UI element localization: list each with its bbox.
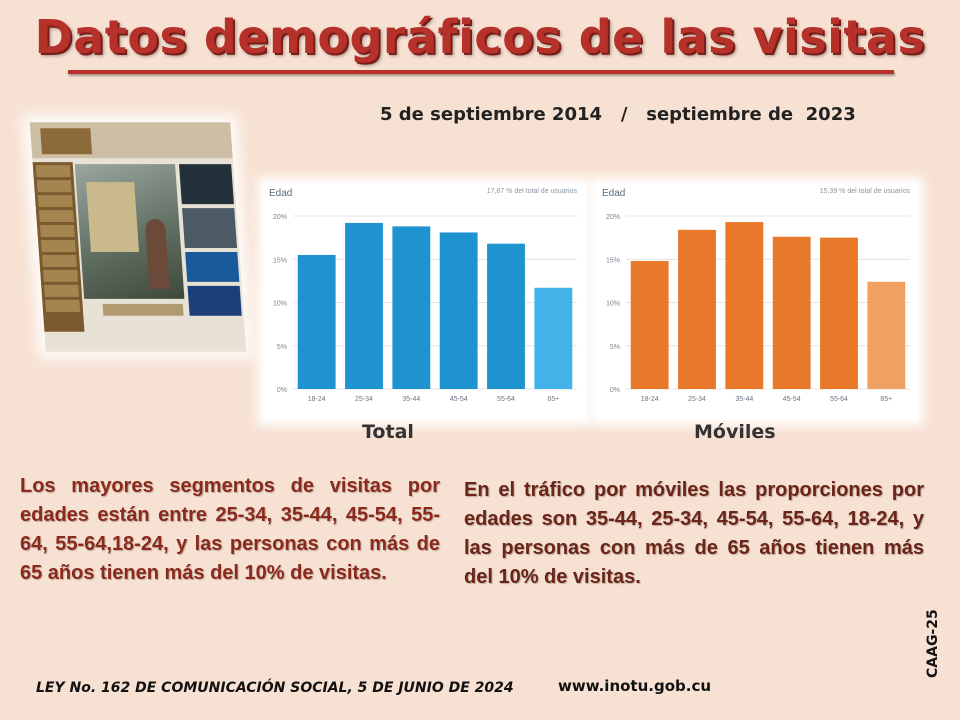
website-screenshot-thumbnail xyxy=(29,122,247,352)
chart-note: 15,39 % del total de usuarios xyxy=(820,188,911,195)
chart-moviles-caption: Móviles xyxy=(694,421,776,443)
y-tick-label: 15% xyxy=(606,257,620,264)
x-tick-label: 25-34 xyxy=(688,396,706,403)
left-paragraph: Los mayores segmentos de visitas por eda… xyxy=(20,475,440,584)
chart-moviles-svg: Edad 15,39 % del total de usuarios 0% 5% 10%… xyxy=(602,188,911,403)
chart-total-caption: Total xyxy=(362,421,414,443)
x-tick-label: 25-34 xyxy=(355,396,373,403)
bar-18-24 xyxy=(630,260,669,389)
page-title: Datos demográficos de las visitas xyxy=(34,10,926,64)
thumbnail-caption xyxy=(102,303,184,316)
x-tick-label: 45-54 xyxy=(450,396,468,403)
title-underline xyxy=(68,70,894,74)
bar-35-44 xyxy=(725,222,764,389)
chart-note: 17,87 % del total de usuarios xyxy=(487,188,578,195)
x-tick-label: 55-64 xyxy=(497,396,515,403)
y-tick-label: 0% xyxy=(277,387,287,394)
x-tick-label: 45-54 xyxy=(783,396,801,403)
date-range: 5 de septiembre 2014 / septiembre de 202… xyxy=(380,104,856,125)
right-paragraph: En el tráfico por móviles las proporcion… xyxy=(464,479,924,588)
chart-title: Edad xyxy=(602,188,625,199)
y-tick-label: 0% xyxy=(610,387,620,394)
footer-law: LEY No. 162 DE COMUNICACIÓN SOCIAL, 5 DE… xyxy=(36,680,514,696)
x-tick-label: 65+ xyxy=(547,396,559,403)
y-tick-label: 20% xyxy=(606,214,620,221)
x-tick-label: 65+ xyxy=(880,396,892,403)
chart-moviles: Edad 15,39 % del total de usuarios 0% 5% 10%… xyxy=(596,183,918,420)
chart-title: Edad xyxy=(269,188,292,199)
x-tick-label: 35-44 xyxy=(735,396,753,403)
thumbnail-photo xyxy=(74,164,185,299)
y-tick-label: 5% xyxy=(277,344,287,351)
date-start: 5 de septiembre 2014 xyxy=(380,104,603,125)
thumbnail-banner-3 xyxy=(185,251,240,282)
y-tick-label: 5% xyxy=(610,344,620,351)
bar-45-54 xyxy=(439,232,478,389)
thumbnail-banner-2 xyxy=(182,208,238,248)
x-tick-label: 18-24 xyxy=(308,396,326,403)
y-tick-label: 10% xyxy=(606,301,620,308)
x-tick-label: 18-24 xyxy=(641,396,659,403)
bar-55-64 xyxy=(487,243,525,389)
y-tick-label: 20% xyxy=(273,214,287,221)
footer-url[interactable]: www.inotu.gob.cu xyxy=(558,677,712,695)
chart-total: Edad 17,87 % del total de usuarios 0% 5% 10%… xyxy=(263,183,585,420)
chart-total-svg: Edad 17,87 % del total de usuarios 0% 5% 10%… xyxy=(269,188,578,403)
bar-55-64 xyxy=(820,237,858,389)
document-code: CAAG-25 xyxy=(925,609,941,678)
bar-45-54 xyxy=(772,236,811,389)
date-end: septiembre de 2023 xyxy=(646,104,856,125)
bar-35-44 xyxy=(392,226,431,389)
bar-65+ xyxy=(534,287,573,389)
bar-25-34 xyxy=(345,222,383,389)
x-tick-label: 55-64 xyxy=(830,396,848,403)
thumbnail-banner-4 xyxy=(187,285,242,316)
bar-25-34 xyxy=(678,229,716,389)
thumbnail-logo xyxy=(40,128,93,155)
x-tick-label: 35-44 xyxy=(402,396,420,403)
y-tick-label: 15% xyxy=(273,257,287,264)
bar-65+ xyxy=(867,281,906,389)
y-tick-label: 10% xyxy=(273,301,287,308)
date-separator: / xyxy=(620,104,628,125)
thumbnail-banner-1 xyxy=(179,164,234,205)
bar-18-24 xyxy=(297,254,336,389)
